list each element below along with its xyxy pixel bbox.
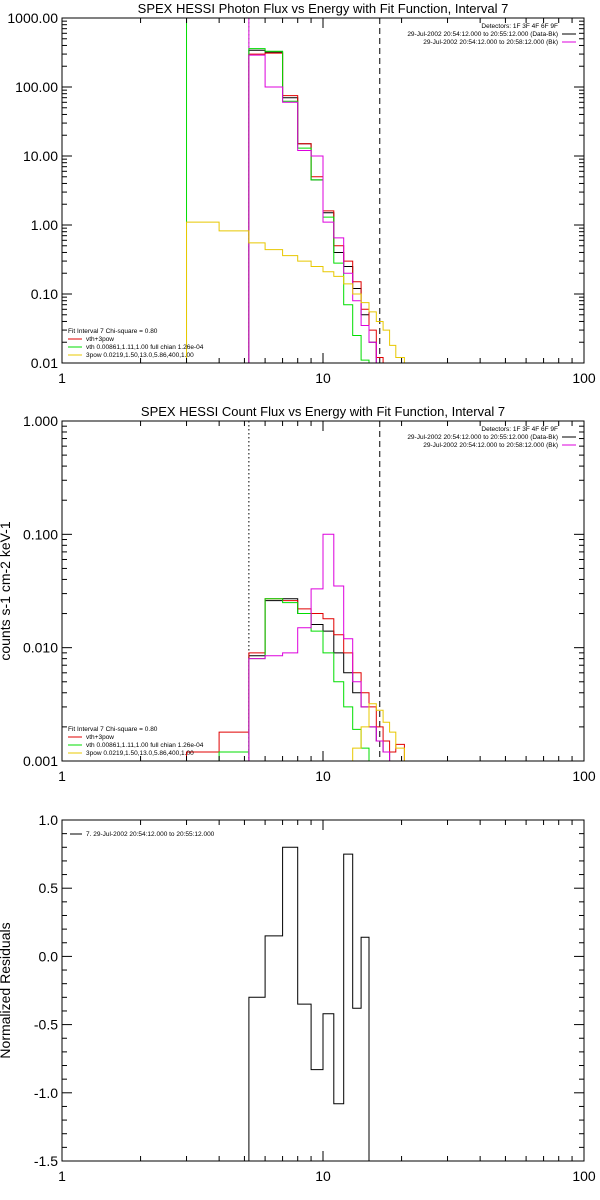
series-green-line — [248, 48, 370, 363]
plot-area — [186, 421, 405, 761]
x-tick-label: 10 — [315, 1168, 331, 1184]
y-tick-label: 1.0 — [39, 812, 59, 828]
y-tick-label: 0.100 — [23, 526, 58, 542]
series-red-line — [186, 598, 405, 761]
legend-tr-text: 29-Jul-2002 20:54:12.000 to 20:55:12.000… — [407, 31, 558, 38]
series-yellow-line — [343, 703, 405, 761]
series-magenta-line — [248, 54, 377, 363]
y-tick-label: 0.0 — [39, 948, 59, 964]
y-tick-label: 0.001 — [23, 753, 58, 769]
x-tick-label: 100 — [572, 370, 596, 386]
panel-1: 1 10 100 0.01 0.10 1.00 10.00 100.00 1000.00 SPEX… — [7, 1, 596, 386]
legend-bl-text: Fit Interval 7 Chi-square = 0.80 — [68, 328, 158, 335]
series-yellow-line — [186, 221, 405, 363]
legend-bl-text: 3pow 0.0219,1.50,13.0,5.86,400,1.00 — [86, 750, 194, 757]
series-magenta-line — [248, 533, 397, 761]
plot-frame — [61, 819, 585, 1162]
plot-area — [186, 18, 405, 363]
legend-bl-text: vth 0.00861,1.11,1.00 full chian 1.26e-0… — [86, 742, 204, 749]
series-black-line — [248, 598, 397, 761]
y-tick-label: -1.0 — [34, 1085, 58, 1101]
x-tick-label: 100 — [572, 768, 596, 784]
y-tick-label: 0.5 — [39, 880, 59, 896]
y-tick-label: 10.00 — [23, 148, 58, 164]
legend-bl-text: vth+3pow — [86, 734, 114, 741]
panel-3: 1 10 100 -1.5 -1.0 -0.5 0.0 0.5 1.0 Normalized Re… — [0, 812, 596, 1184]
x-tick-label: 1 — [58, 768, 66, 784]
y-tick-label: 0.01 — [31, 355, 58, 371]
legend-bl-text: vth+3pow — [86, 336, 114, 343]
x-tick-label: 1 — [58, 370, 66, 386]
legend-tr-text: 29-Jul-2002 20:54:12.000 to 20:58:12.000… — [423, 39, 558, 46]
legend-tr-text: 29-Jul-2002 20:54:12.000 to 20:58:12.000… — [423, 442, 558, 449]
y-tick-label: 100.00 — [15, 79, 58, 95]
legend-bl-text: vth 0.00861,1.11,1.00 full chian 1.26e-0… — [86, 344, 204, 351]
panel-2: 1 10 100 0.001 0.010 0.100 1.000 SPEX HESSI Cou… — [0, 404, 596, 784]
x-tick-label: 10 — [315, 370, 331, 386]
y-tick-label: 1.00 — [31, 217, 58, 233]
x-tick-label: 1 — [58, 1168, 66, 1184]
y-axis-label: Normalized Residuals — [0, 922, 13, 1058]
plot-area — [248, 846, 381, 1161]
legend-tr-text: 29-Jul-2002 20:54:12.000 to 20:55:12.000… — [407, 434, 558, 441]
x-tick-label: 10 — [315, 768, 331, 784]
legend-tr-text: Detectors: 1F 3F 4F 6F 9F — [481, 426, 558, 433]
y-tick-label: -0.5 — [34, 1017, 58, 1033]
y-tick-label: 0.010 — [23, 640, 58, 656]
series-black-line — [248, 49, 377, 363]
legend-bl-text: 3pow 0.0219,1.50,13.0,5.86,400,1.00 — [86, 352, 194, 359]
series-black-line — [248, 846, 381, 1161]
chart-title: SPEX HESSI Photon Flux vs Energy with Fi… — [138, 1, 509, 16]
y-tick-label: 1000.00 — [7, 10, 58, 26]
legend-tr-text: Detectors: 1F 3F 4F 6F 9F — [481, 23, 558, 30]
chart-title: SPEX HESSI Count Flux vs Energy with Fit… — [141, 404, 505, 419]
y-tick-label: 1.000 — [23, 413, 58, 429]
series-red-line — [248, 52, 384, 363]
y-axis-label: counts s-1 cm-2 keV-1 — [0, 521, 13, 660]
plot-frame — [61, 420, 585, 762]
y-tick-label: 0.10 — [31, 286, 58, 302]
legend-tl-text: 7. 29-Jul-2002 20:54:12.000 to 20:55:12.… — [86, 831, 215, 838]
legend-bl-text: Fit Interval 7 Chi-square = 0.80 — [68, 726, 158, 733]
x-tick-label: 100 — [572, 1168, 596, 1184]
y-tick-label: -1.5 — [34, 1153, 58, 1169]
